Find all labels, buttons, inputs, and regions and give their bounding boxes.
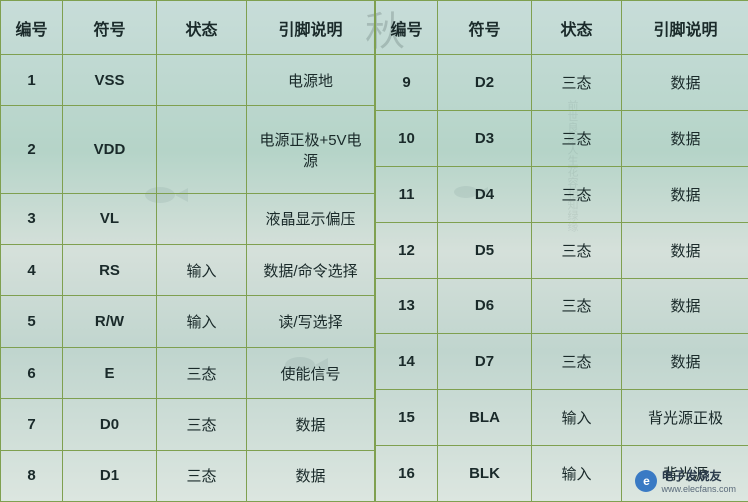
cell-symbol: VDD — [63, 106, 157, 193]
table-row: 13D6三态数据 — [376, 278, 748, 334]
header-symbol: 符号 — [63, 1, 157, 55]
cell-number: 13 — [376, 278, 438, 334]
cell-number: 6 — [1, 347, 63, 398]
table-row: 5R/W输入读/写选择 — [1, 296, 375, 347]
header-description: 引脚说明 — [247, 1, 375, 55]
cell-description: 背光源正极 — [622, 390, 748, 446]
cell-description: 读/写选择 — [247, 296, 375, 347]
table-row: 2VDD 电源正极+5V电源 — [1, 106, 375, 193]
cell-description: 数据 — [247, 399, 375, 450]
table-row: 11D4三态数据 — [376, 166, 748, 222]
cell-status — [157, 106, 247, 193]
cell-symbol: D6 — [438, 278, 532, 334]
table-row: 4RS输入数据/命令选择 — [1, 245, 375, 296]
cell-description: 数据/命令选择 — [247, 245, 375, 296]
cell-number: 4 — [1, 245, 63, 296]
table-row: 3VL 液晶显示偏压 — [1, 193, 375, 244]
pin-table-right: 编号 符号 状态 引脚说明 9D2三态数据10D3三态数据11D4三态数据12D… — [375, 0, 748, 502]
table-row: 9D2三态数据 — [376, 55, 748, 111]
table-row: 14D7三态数据 — [376, 334, 748, 390]
cell-symbol: D3 — [438, 110, 532, 166]
watermark-main: 电子发烧友 — [661, 467, 736, 484]
header-number: 编号 — [1, 1, 63, 55]
watermark-logo-icon: e — [635, 470, 657, 492]
cell-status: 输入 — [532, 390, 622, 446]
table-row: 10D3三态数据 — [376, 110, 748, 166]
cell-status: 三态 — [532, 55, 622, 111]
cell-symbol: BLK — [438, 446, 532, 502]
cell-description: 数据 — [622, 55, 748, 111]
cell-number: 11 — [376, 166, 438, 222]
cell-status: 三态 — [532, 222, 622, 278]
cell-symbol: RS — [63, 245, 157, 296]
cell-description: 电源地 — [247, 55, 375, 106]
cell-number: 7 — [1, 399, 63, 450]
cell-symbol: D4 — [438, 166, 532, 222]
pin-table-left: 编号 符号 状态 引脚说明 1VSS 电源地 2VDD 电源正极+5V电源 3VL 液晶显… — [0, 0, 375, 502]
header-status: 状态 — [157, 1, 247, 55]
table-header-row: 编号 符号 状态 引脚说明 — [1, 1, 375, 55]
cell-description: 使能信号 — [247, 347, 375, 398]
table-row: 6E三态使能信号 — [1, 347, 375, 398]
cell-symbol: VL — [63, 193, 157, 244]
cell-description: 电源正极+5V电源 — [247, 106, 375, 193]
cell-number: 16 — [376, 446, 438, 502]
header-description: 引脚说明 — [622, 1, 748, 55]
cell-symbol: D5 — [438, 222, 532, 278]
cell-description: 数据 — [622, 334, 748, 390]
header-number: 编号 — [376, 1, 438, 55]
cell-symbol: E — [63, 347, 157, 398]
cell-symbol: D2 — [438, 55, 532, 111]
table-row: 1VSS 电源地 — [1, 55, 375, 106]
watermark: e 电子发烧友 www.elecfans.com — [635, 467, 736, 494]
cell-status: 输入 — [532, 446, 622, 502]
cell-status — [157, 193, 247, 244]
cell-number: 10 — [376, 110, 438, 166]
cell-status: 三态 — [532, 334, 622, 390]
cell-number: 5 — [1, 296, 63, 347]
cell-description: 液晶显示偏压 — [247, 193, 375, 244]
cell-status: 三态 — [532, 278, 622, 334]
watermark-sub: www.elecfans.com — [661, 484, 736, 494]
cell-description: 数据 — [247, 450, 375, 501]
cell-status — [157, 55, 247, 106]
cell-number: 8 — [1, 450, 63, 501]
cell-symbol: D7 — [438, 334, 532, 390]
header-status: 状态 — [532, 1, 622, 55]
cell-number: 15 — [376, 390, 438, 446]
cell-number: 9 — [376, 55, 438, 111]
cell-status: 三态 — [157, 450, 247, 501]
table-row: 15BLA输入背光源正极 — [376, 390, 748, 446]
cell-description: 数据 — [622, 278, 748, 334]
cell-description: 数据 — [622, 110, 748, 166]
cell-status: 输入 — [157, 296, 247, 347]
cell-symbol: R/W — [63, 296, 157, 347]
table-row: 8D1三态数据 — [1, 450, 375, 501]
table-row: 7D0三态数据 — [1, 399, 375, 450]
cell-description: 数据 — [622, 166, 748, 222]
cell-status: 输入 — [157, 245, 247, 296]
cell-status: 三态 — [532, 166, 622, 222]
cell-number: 1 — [1, 55, 63, 106]
cell-status: 三态 — [532, 110, 622, 166]
table-header-row: 编号 符号 状态 引脚说明 — [376, 1, 748, 55]
cell-symbol: D1 — [63, 450, 157, 501]
cell-description: 数据 — [622, 222, 748, 278]
cell-number: 3 — [1, 193, 63, 244]
cell-symbol: VSS — [63, 55, 157, 106]
cell-number: 2 — [1, 106, 63, 193]
cell-number: 14 — [376, 334, 438, 390]
header-symbol: 符号 — [438, 1, 532, 55]
cell-number: 12 — [376, 222, 438, 278]
tables-container: 编号 符号 状态 引脚说明 1VSS 电源地 2VDD 电源正极+5V电源 3VL 液晶显… — [0, 0, 748, 502]
table-row: 12D5三态数据 — [376, 222, 748, 278]
cell-status: 三态 — [157, 347, 247, 398]
cell-symbol: BLA — [438, 390, 532, 446]
cell-symbol: D0 — [63, 399, 157, 450]
cell-status: 三态 — [157, 399, 247, 450]
